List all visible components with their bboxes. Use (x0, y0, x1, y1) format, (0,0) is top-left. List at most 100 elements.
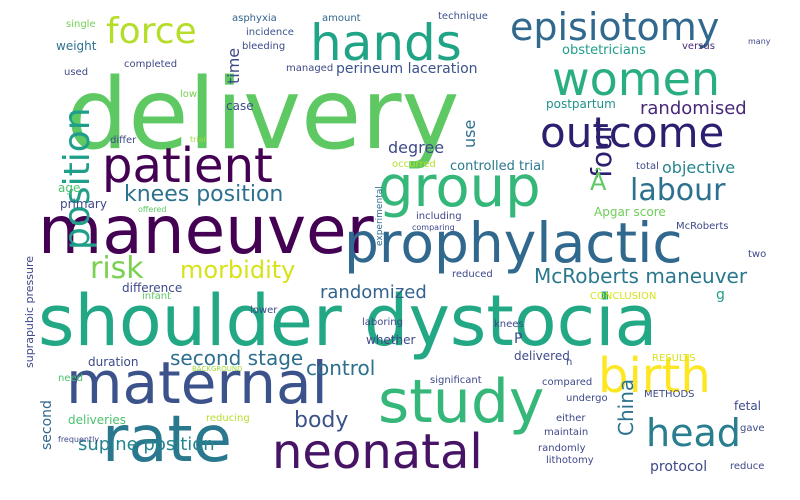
word-including: including (416, 211, 462, 222)
word-age: age (58, 181, 81, 195)
word-n: n (566, 357, 573, 368)
word-control: control (306, 356, 376, 380)
word-gave: gave (740, 423, 765, 434)
word-comparing: comparing (412, 223, 455, 232)
word-prophylactic: prophylactic (344, 211, 683, 275)
word-compared: compared (542, 377, 593, 388)
word-position: position (57, 107, 98, 250)
word-differ: differ (110, 135, 137, 146)
word-either: either (556, 413, 586, 424)
word-conclusion: CONCLUSION (590, 291, 657, 302)
word-neonatal: neonatal (272, 424, 483, 480)
word-birth: birth (598, 348, 711, 404)
word-infant: infant (142, 291, 172, 302)
word-maneuver: maneuver (38, 192, 374, 269)
word-controlled-trial: controlled trial (450, 159, 545, 174)
word-force: force (106, 11, 197, 52)
word-need: need (58, 373, 83, 384)
word-offered: offered (138, 205, 167, 214)
word-rate: rate (102, 403, 232, 477)
word-use: use (460, 119, 479, 148)
word-weight: weight (56, 39, 97, 53)
word-second-stage: second stage (170, 346, 304, 370)
word-risk: risk (90, 251, 144, 286)
word-mcroberts-maneuver: McRoberts maneuver (534, 264, 748, 288)
word-reduce: reduce (730, 461, 765, 472)
word-postpartum: postpartum (546, 97, 616, 111)
word-incidence: incidence (246, 27, 294, 38)
word-whether: whether (366, 333, 416, 347)
word-total: total (636, 161, 659, 172)
word-amount: amount (322, 13, 361, 24)
word-delivered: delivered (514, 349, 570, 363)
word-p: P (514, 331, 523, 347)
word-delivery: delivery (66, 58, 460, 172)
word-managed: managed (286, 63, 334, 74)
word-head: head (646, 411, 741, 455)
word-fetal: fetal (734, 399, 761, 413)
word-china: China (614, 378, 638, 436)
word-primary: primary (60, 197, 107, 211)
word-lithotomy: lithotomy (546, 455, 594, 466)
word-difference: difference (122, 281, 183, 295)
word-knees-position: knees position (124, 182, 284, 207)
word-a-circumflex: Â (590, 168, 607, 196)
word-reducing: reducing (206, 413, 250, 424)
word-occurred: occurred (392, 159, 436, 170)
word-experimental: experimental (375, 186, 385, 246)
word-background: BACKGROUND (192, 365, 243, 373)
word-randomized: randomized (320, 282, 427, 303)
word-hands: hands (310, 14, 462, 72)
word-undergo: undergo (566, 393, 608, 404)
word-asphyxia: asphyxia (232, 13, 277, 24)
word-knees: knees (494, 319, 524, 330)
word-frequently: frequently (58, 435, 100, 444)
word-used: used (64, 67, 89, 78)
word-suprapubic-pressure: suprapubic pressure (23, 256, 36, 368)
word-labour: labour (630, 173, 726, 208)
word-technique: technique (438, 11, 488, 22)
word-supine-position: supine position (78, 434, 215, 455)
word-outcome: outcome (540, 108, 725, 157)
word-mcroberts: McRoberts (676, 221, 729, 232)
word-reduced: reduced (452, 269, 493, 280)
word-women: women (552, 52, 721, 106)
word-versus: versus (682, 41, 715, 52)
word-duration: duration (88, 355, 139, 369)
word-study: study (378, 367, 545, 437)
word-two: two (748, 249, 767, 260)
word-case: case (226, 99, 254, 113)
word-group: group (378, 155, 541, 220)
word-objective: objective (662, 158, 736, 177)
word-apgar-score: Apgar score (594, 205, 666, 219)
word-deliveries: deliveries (68, 413, 127, 427)
word-shoulder-dystocia: shoulder dystocia (38, 280, 658, 362)
word-body: body (294, 408, 349, 433)
word-randomised: randomised (640, 98, 747, 119)
word-maternal: maternal (66, 349, 328, 417)
word-perineum-laceration: perineum laceration (336, 61, 478, 77)
word-trial: trial (190, 135, 206, 144)
word-methods: METHODS (644, 389, 695, 400)
word-low: low (180, 89, 198, 100)
word-degree: degree (388, 138, 445, 157)
word-time: time (224, 47, 243, 84)
word-protocol: protocol (650, 459, 708, 475)
word-randomly: randomly (538, 443, 586, 454)
word-many: many (748, 37, 771, 46)
word-bleeding: bleeding (242, 41, 286, 52)
word-morbidity: morbidity (180, 256, 296, 284)
word-patient: patient (102, 138, 273, 194)
word-g: g (716, 287, 725, 303)
word-second: second (39, 400, 55, 450)
word-episiotomy: episiotomy (510, 5, 720, 49)
word-maintain: maintain (544, 427, 589, 438)
word-results: RESULTS (652, 353, 696, 364)
word-lower: lower (250, 305, 278, 316)
word-significant: significant (430, 375, 482, 386)
word-completed: completed (124, 59, 178, 70)
word-obstetricians: obstetricians (562, 43, 646, 58)
word-laboring: laboring (362, 317, 403, 328)
word-single: single (66, 19, 96, 30)
